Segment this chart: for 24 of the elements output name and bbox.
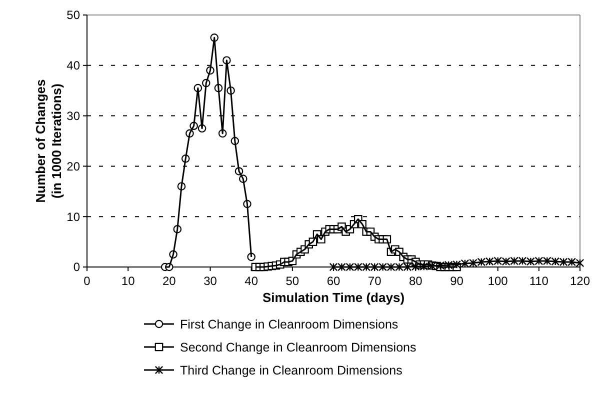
x-tick-label: 50 <box>286 274 300 288</box>
x-tick-label: 100 <box>488 274 508 288</box>
y-axis-title: Number of Changes (in 1000 Iterations) <box>33 79 64 203</box>
y-tick-label: 20 <box>66 159 80 174</box>
x-tick-label: 30 <box>204 274 218 288</box>
y-tick-label: 0 <box>73 260 80 274</box>
x-tick-label: 80 <box>408 274 423 288</box>
y-tick-label: 10 <box>66 210 80 224</box>
x-tick-label: 90 <box>450 274 464 288</box>
y-tick-label: 30 <box>66 109 80 123</box>
legend-label: Third Change in Cleanroom Dimensions <box>180 363 402 378</box>
x-tick-label: 20 <box>162 274 176 288</box>
x-tick-label: 110 <box>529 274 549 288</box>
x-tick-label: 120 <box>570 274 590 288</box>
x-tick-label: 40 <box>244 274 258 288</box>
x-axis-title: Simulation Time (days) <box>262 290 405 305</box>
x-tick-label: 0 <box>84 274 91 288</box>
y-tick-label: 40 <box>66 58 80 73</box>
x-tick-label: 70 <box>368 274 382 288</box>
legend-label: First Change in Cleanroom Dimensions <box>180 317 398 332</box>
legend-label: Second Change in Cleanroom Dimensions <box>180 340 416 354</box>
x-tick-label: 10 <box>121 274 136 288</box>
y-tick-label: 50 <box>66 8 80 22</box>
x-tick-label: 60 <box>326 274 340 288</box>
